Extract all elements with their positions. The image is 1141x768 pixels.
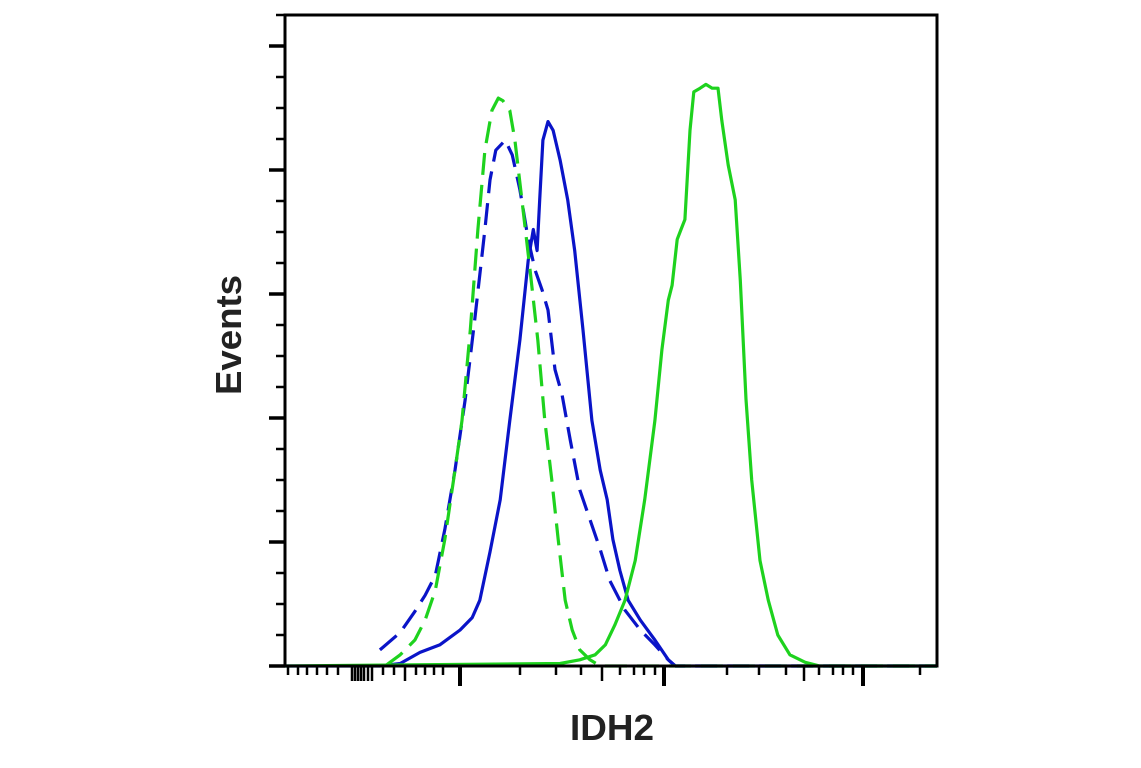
series-layer: [284, 82, 937, 668]
y-axis-label: Events: [208, 275, 249, 395]
plot-frame: [283, 13, 939, 668]
axes: [269, 13, 939, 686]
series-line-2: [378, 138, 937, 668]
series-line-1: [285, 120, 937, 668]
x-axis-label: IDH2: [570, 707, 654, 748]
series-line-4: [284, 82, 937, 668]
